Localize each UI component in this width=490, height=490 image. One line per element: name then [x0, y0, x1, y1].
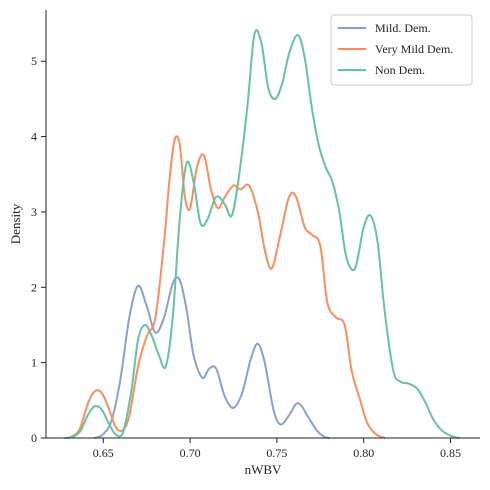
- legend-label-mild-dem: Mild. Dem.: [375, 21, 431, 35]
- x-tick-label: 0.65: [93, 446, 114, 460]
- x-ticks: 0.65 0.70 0.75 0.80 0.85: [93, 438, 461, 460]
- x-tick-label: 0.75: [266, 446, 287, 460]
- legend-label-very-mild-dem: Very Mild Dem.: [375, 42, 453, 56]
- x-tick-label: 0.80: [353, 446, 374, 460]
- y-tick-label: 4: [31, 130, 37, 144]
- y-tick-label: 1: [31, 356, 37, 370]
- y-tick-label: 5: [31, 54, 37, 68]
- y-axis-label: Density: [8, 203, 23, 244]
- y-tick-label: 3: [31, 205, 37, 219]
- series-line-mild-dem: [93, 276, 330, 439]
- y-tick-label: 0: [31, 431, 37, 445]
- series-line-very-mild-dem: [67, 135, 386, 439]
- legend: Mild. Dem. Very Mild Dem. Non Dem.: [330, 14, 473, 86]
- legend-box: [330, 14, 473, 86]
- x-tick-label: 0.70: [180, 446, 201, 460]
- x-tick-label: 0.85: [440, 446, 461, 460]
- legend-label-non-dem: Non Dem.: [375, 63, 425, 77]
- axes: [45, 10, 480, 439]
- y-tick-label: 2: [31, 280, 37, 294]
- y-ticks: 0 1 2 3 4 5: [31, 54, 46, 445]
- series-line-non-dem: [64, 29, 461, 439]
- x-axis-label: nWBV: [245, 462, 282, 477]
- plot-area: [64, 29, 461, 439]
